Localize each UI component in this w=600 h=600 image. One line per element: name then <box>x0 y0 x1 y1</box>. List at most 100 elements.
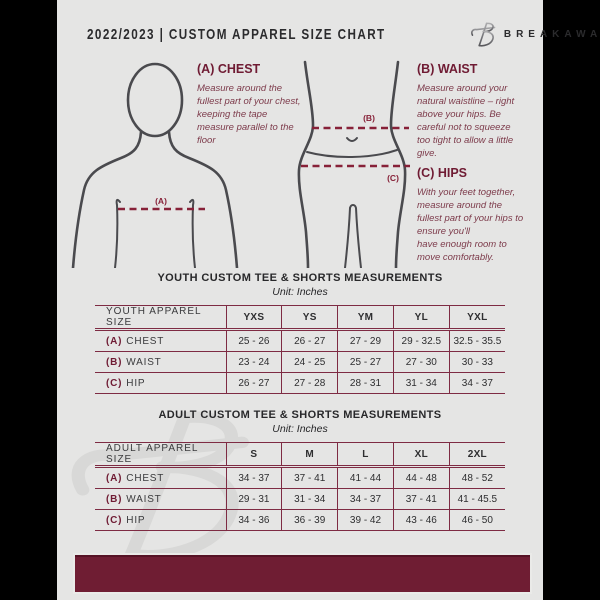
column-header: YXL <box>448 305 505 331</box>
cell: 29 - 32.5 <box>392 329 450 352</box>
cell: 27 - 28 <box>281 372 338 394</box>
section-hips: (C) HIPS With your feet together, measur… <box>417 166 529 264</box>
section-hips-body: With your feet together, measure around … <box>417 187 524 263</box>
youth-size-table: YOUTH APPAREL SIZE YXS YS YM YL YXL (A) C… <box>95 305 505 394</box>
row-label: HIP <box>126 514 146 526</box>
adult-size-table: ADULT APPAREL SIZE S M L XL 2XL (A) CHEST… <box>95 442 505 531</box>
row-label: WAIST <box>126 356 162 368</box>
row-label: WAIST <box>126 493 162 505</box>
table-row-hip: (C) HIP 34 - 36 36 - 39 39 - 42 43 - 46 4… <box>95 509 505 531</box>
cell: 26 - 27 <box>225 372 282 394</box>
adult-size-label-header: ADULT APPAREL SIZE <box>95 442 226 468</box>
cell: 34 - 37 <box>337 488 394 510</box>
row-label-cell: (A) CHEST <box>95 329 226 352</box>
row-key: (A) <box>106 335 123 347</box>
header: 2022/2023 | CUSTOM APPAREL SIZE CHART <box>87 20 600 48</box>
row-key: (C) <box>106 514 123 526</box>
row-label-cell: (C) HIP <box>95 372 226 394</box>
youth-table-title: YOUTH CUSTOM TEE & SHORTS MEASUREMENTS <box>157 272 443 284</box>
cell: 25 - 26 <box>225 329 282 352</box>
cell: 37 - 41 <box>281 466 338 489</box>
adult-header-row: ADULT APPAREL SIZE S M L XL 2XL <box>95 442 505 468</box>
cell: 27 - 29 <box>337 329 394 352</box>
cell: 43 - 46 <box>392 509 450 531</box>
waistband-curve <box>306 149 398 158</box>
column-header: S <box>225 442 282 468</box>
brand-lockup: BREAKAWAY <box>470 22 600 47</box>
section-waist-heading: (B) WAIST <box>417 62 478 76</box>
cell: 36 - 39 <box>281 509 338 531</box>
page-title: 2022/2023 | CUSTOM APPAREL SIZE CHART <box>87 25 386 43</box>
cell: 34 - 37 <box>225 466 282 489</box>
cell: 29 - 31 <box>225 488 282 510</box>
adult-table-section: ADULT CUSTOM TEE & SHORTS MEASUREMENTS U… <box>57 409 543 531</box>
cell: 37 - 41 <box>392 488 450 510</box>
cell: 31 - 34 <box>392 372 450 394</box>
cell: 48 - 52 <box>448 466 505 489</box>
cell: 25 - 27 <box>337 351 394 373</box>
cell: 31 - 34 <box>281 488 338 510</box>
cell: 39 - 42 <box>337 509 394 531</box>
cell: 23 - 24 <box>225 351 282 373</box>
cell: 41 - 45.5 <box>448 488 505 510</box>
cell: 34 - 37 <box>448 372 505 394</box>
section-chest: (A) CHEST Measure around the fullest par… <box>197 62 305 147</box>
navel-mark <box>346 137 358 142</box>
youth-size-label-header: YOUTH APPAREL SIZE <box>95 305 226 331</box>
table-row-chest: (A) CHEST 34 - 37 37 - 41 41 - 44 44 - 48… <box>95 466 505 489</box>
row-key: (A) <box>106 472 123 484</box>
row-key: (B) <box>106 356 123 368</box>
row-label: CHEST <box>126 335 165 347</box>
table-row-waist: (B) WAIST 23 - 24 24 - 25 25 - 27 27 - 30… <box>95 351 505 373</box>
footer-bar <box>73 553 532 594</box>
column-header: XL <box>392 442 450 468</box>
column-header: YM <box>337 305 394 331</box>
cell: 46 - 50 <box>448 509 505 531</box>
column-header: YXS <box>225 305 282 331</box>
row-label: HIP <box>126 377 146 389</box>
cell: 24 - 25 <box>281 351 338 373</box>
cell: 28 - 31 <box>337 372 394 394</box>
column-header: M <box>281 442 338 468</box>
section-waist: (B) WAIST Measure around your natural wa… <box>417 62 525 160</box>
row-label-cell: (B) WAIST <box>95 488 226 510</box>
youth-header-row: YOUTH APPAREL SIZE YXS YS YM YL YXL <box>95 305 505 331</box>
row-label-cell: (C) HIP <box>95 509 226 531</box>
cell: 27 - 30 <box>392 351 450 373</box>
chest-line-label: (A) <box>155 196 167 206</box>
section-waist-body: Measure around your natural waistline – … <box>417 83 515 159</box>
column-header: L <box>337 442 394 468</box>
brand-name: BREAKAWAY <box>503 28 600 40</box>
row-label: CHEST <box>126 472 165 484</box>
cell: 41 - 44 <box>337 466 394 489</box>
hips-line-label: (C) <box>387 173 399 183</box>
adult-table-unit: Unit: Inches <box>272 423 328 435</box>
cell: 44 - 48 <box>392 466 450 489</box>
row-label-cell: (A) CHEST <box>95 466 226 489</box>
row-key: (C) <box>106 377 123 389</box>
youth-table-section: YOUTH CUSTOM TEE & SHORTS MEASUREMENTS U… <box>57 272 543 394</box>
cell: 30 - 33 <box>448 351 505 373</box>
section-chest-body: Measure around the fullest part of your … <box>197 83 301 146</box>
table-row-waist: (B) WAIST 29 - 31 31 - 34 34 - 37 37 - 41… <box>95 488 505 510</box>
lower-body-diagram: (B) (C) <box>297 60 410 268</box>
adult-table-title: ADULT CUSTOM TEE & SHORTS MEASUREMENTS <box>158 409 442 421</box>
column-header: YS <box>281 305 338 331</box>
waist-line-label: (B) <box>363 113 375 123</box>
row-label-cell: (B) WAIST <box>95 351 226 373</box>
row-key: (B) <box>106 493 123 505</box>
cell: 32.5 - 35.5 <box>448 329 505 352</box>
youth-table-unit: Unit: Inches <box>272 286 328 298</box>
column-header: 2XL <box>448 442 505 468</box>
size-chart-page: 2022/2023 | CUSTOM APPAREL SIZE CHART <box>57 0 600 600</box>
section-chest-heading: (A) CHEST <box>197 62 261 76</box>
column-header: YL <box>392 305 450 331</box>
torso-diagram: (A) <box>71 62 239 268</box>
breakaway-b-logo-icon <box>470 22 496 47</box>
cell: 34 - 36 <box>225 509 282 531</box>
table-row-chest: (A) CHEST 25 - 26 26 - 27 27 - 29 29 - 32… <box>95 329 505 352</box>
section-hips-heading: (C) HIPS <box>417 166 467 180</box>
table-row-hip: (C) HIP 26 - 27 27 - 28 28 - 31 31 - 34 3… <box>95 372 505 394</box>
cell: 26 - 27 <box>281 329 338 352</box>
